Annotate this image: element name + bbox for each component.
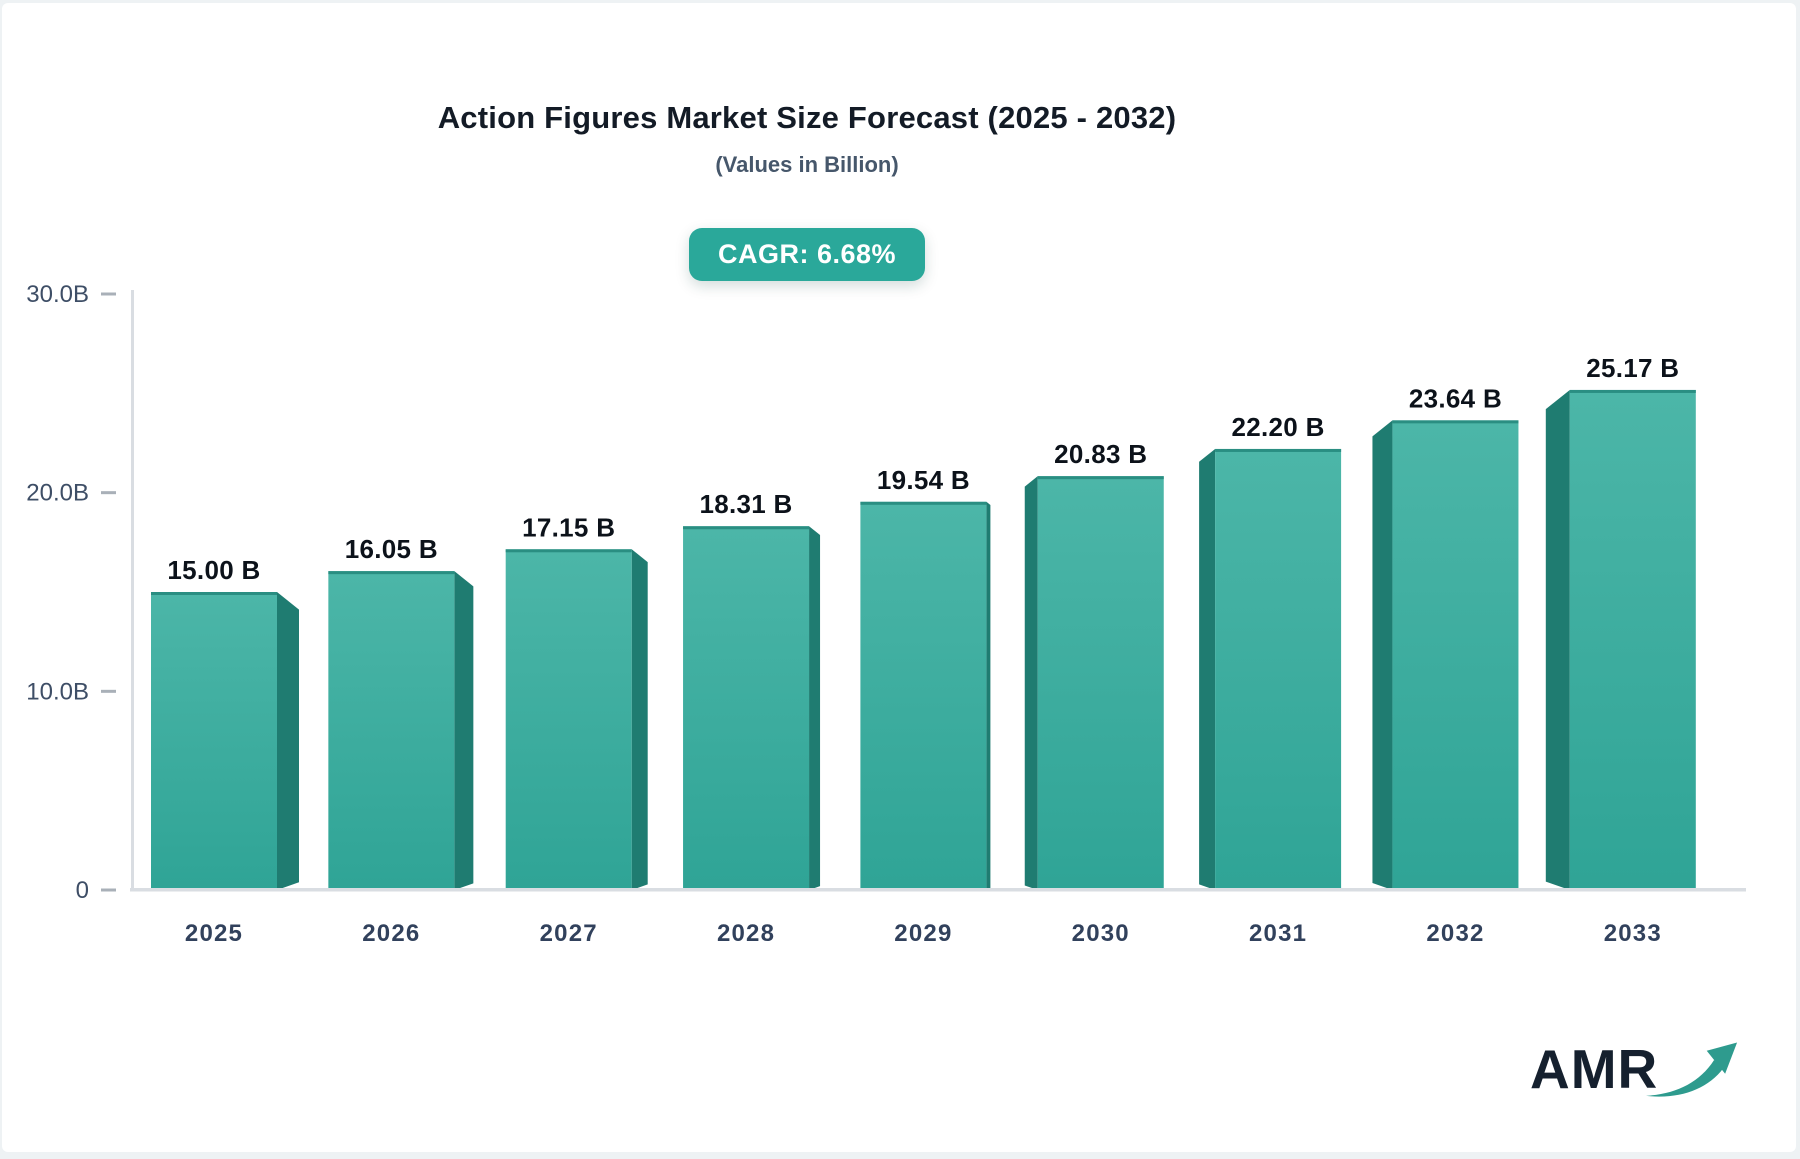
bar-side-face	[454, 571, 474, 890]
bar-top-edge	[1392, 420, 1519, 424]
x-tick-label: 2028	[717, 920, 775, 947]
x-tick-label: 2033	[1604, 920, 1662, 947]
bar-value-label: 16.05 B	[345, 534, 438, 564]
bar-value-label: 25.17 B	[1586, 353, 1679, 383]
bar-side-face	[986, 501, 991, 890]
x-axis-line	[130, 888, 1746, 892]
y-tick-mark	[101, 888, 116, 892]
bar-side-face	[1199, 448, 1216, 890]
bar-side-face	[631, 549, 648, 890]
bar-top-edge	[151, 592, 277, 595]
bar-value-label: 15.00 B	[167, 555, 260, 585]
bar-side-face	[277, 592, 299, 890]
bar-chart: 0 10.0B 20.0B 30.0B 15.00 B 2025 16.05 B 2026 17…	[26, 281, 1746, 947]
bar-top-edge	[328, 571, 455, 575]
bar-top-edge	[505, 549, 632, 553]
bar	[505, 549, 632, 890]
bar-top-edge	[860, 501, 987, 505]
bar-top-edge	[1569, 389, 1696, 393]
growth-arrow-icon	[1646, 1042, 1738, 1097]
y-tick-label: 10.0B	[26, 678, 89, 705]
chart-header: Action Figures Market Size Forecast (202…	[2, 3, 1612, 303]
bar	[1037, 476, 1164, 890]
chart-subtitle: (Values in Billion)	[715, 152, 899, 177]
x-tick-label: 2026	[362, 920, 420, 947]
y-tick-label: 0	[76, 877, 89, 904]
bar-value-label: 17.15 B	[522, 512, 615, 542]
bar-top-edge	[1037, 476, 1164, 480]
y-tick-label: 20.0B	[26, 480, 89, 507]
bar	[1215, 448, 1342, 890]
bar-side-face	[1372, 420, 1393, 890]
bar	[1569, 389, 1696, 890]
x-tick-label: 2025	[185, 920, 243, 947]
growth-arrow-head	[1706, 1042, 1738, 1074]
y-tick-mark	[101, 689, 116, 693]
cagr-badge: CAGR: 6.68%	[688, 228, 926, 281]
cagr-badge-row: CAGR: 6.68%	[2, 228, 1612, 281]
y-tick-mark	[101, 491, 116, 495]
x-tick-label: 2027	[540, 920, 598, 947]
bar-value-label: 20.83 B	[1054, 439, 1147, 469]
bar-value-label: 22.20 B	[1232, 412, 1325, 442]
bar	[328, 571, 455, 890]
chart-canvas: Action Figures Market Size Forecast (202…	[2, 3, 1796, 1152]
amr-logo: AMR	[1530, 1037, 1738, 1109]
bar	[683, 526, 810, 890]
x-tick-label: 2032	[1426, 920, 1484, 947]
bar-side-face	[1024, 476, 1038, 890]
y-tick-label: 30.0B	[26, 281, 89, 308]
x-tick-label: 2030	[1072, 920, 1130, 947]
bar	[860, 501, 987, 890]
bar-top-edge	[1215, 448, 1342, 452]
page-title: Action Figures Market Size Forecast (202…	[437, 100, 1177, 135]
growth-arrow-swoosh	[1646, 1059, 1724, 1097]
amr-logo-text: AMR	[1530, 1038, 1659, 1100]
x-tick-label: 2029	[894, 920, 952, 947]
bar-top-edge	[683, 526, 810, 530]
bar	[151, 592, 277, 890]
y-axis-line	[131, 290, 134, 891]
bar-value-label: 18.31 B	[699, 489, 792, 519]
bar-value-label: 19.54 B	[877, 465, 970, 495]
x-tick-label: 2031	[1249, 920, 1307, 947]
bar-value-label: 23.64 B	[1409, 383, 1502, 413]
bar-side-face	[1545, 389, 1570, 890]
bar	[1392, 420, 1519, 890]
bar-side-face	[809, 526, 821, 890]
y-tick-mark	[101, 292, 116, 296]
